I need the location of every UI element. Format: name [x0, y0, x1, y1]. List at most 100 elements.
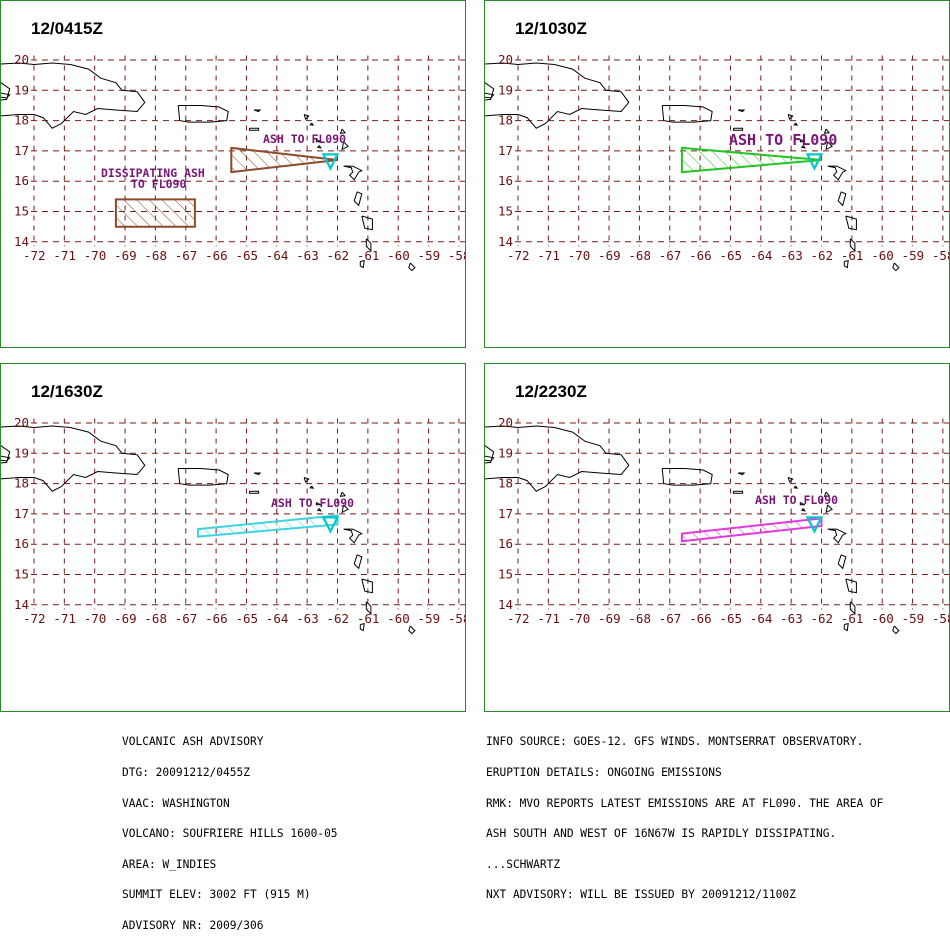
- lat-tick-label: 17: [14, 143, 29, 158]
- volcano-marker: [805, 516, 824, 534]
- lon-tick-label: -66: [689, 611, 712, 626]
- lon-tick-label: -60: [387, 248, 410, 263]
- coastline: [1, 62, 416, 272]
- advisory-line: DTG: 20091212/0455Z: [122, 766, 250, 779]
- lon-tick-label: -66: [205, 611, 228, 626]
- volcano-marker: [321, 516, 340, 534]
- lat-lon-grid: [514, 55, 949, 247]
- lon-tick-label: -67: [175, 611, 198, 626]
- lon-tick-label: -65: [719, 611, 742, 626]
- ash-label: TO FL090: [131, 177, 186, 191]
- lon-tick-label: -70: [84, 611, 107, 626]
- lat-tick-label: 19: [14, 82, 29, 97]
- lon-tick-label: -64: [750, 611, 773, 626]
- panel-title: 12/0415Z: [31, 19, 103, 38]
- lon-tick-label: -69: [114, 611, 137, 626]
- lon-tick-label: -72: [23, 248, 46, 263]
- lat-lon-grid: [514, 418, 949, 610]
- lat-tick-label: 15: [498, 204, 513, 219]
- lon-tick-label: -60: [387, 611, 410, 626]
- lat-tick-label: 16: [498, 173, 513, 188]
- advisory-line: ...SCHWARTZ: [486, 857, 561, 871]
- lon-tick-label: -68: [628, 611, 651, 626]
- lat-tick-label: 18: [498, 476, 513, 491]
- ash-area: [230, 146, 338, 174]
- lon-tick-label: -71: [537, 248, 560, 263]
- lon-tick-label: -72: [507, 611, 530, 626]
- lon-tick-label: -58: [932, 611, 949, 626]
- advisory-line: NXT ADVISORY: WILL BE ISSUED BY 20091212…: [486, 888, 796, 902]
- coastline: [485, 62, 900, 272]
- lon-tick-label: -58: [448, 611, 465, 626]
- lon-tick-label: -61: [841, 611, 864, 626]
- panel-title: 12/1630Z: [31, 382, 103, 401]
- lon-tick-label: -58: [932, 248, 949, 263]
- advisory-line: VOLCANO: SOUFRIERE HILLS 1600-05: [122, 827, 338, 841]
- panel-title: 12/2230Z: [515, 382, 587, 401]
- lon-tick-label: -61: [841, 248, 864, 263]
- ash-label: ASH TO FL090: [729, 131, 837, 149]
- lon-tick-label: -63: [780, 611, 803, 626]
- lat-tick-label: 15: [14, 204, 29, 219]
- lon-tick-label: -72: [23, 611, 46, 626]
- lon-tick-label: -68: [144, 611, 167, 626]
- ash-map: 20 19 18 17 16 15 14-72 -71 -70 -69 -68 -67 -66 -65 -6…: [485, 415, 949, 635]
- lon-tick-label: -59: [418, 611, 441, 626]
- ash-label: ASH TO FL090: [263, 132, 346, 146]
- lon-tick-label: -68: [628, 248, 651, 263]
- panel-title: 12/1030Z: [515, 19, 587, 38]
- lat-tick-label: 19: [498, 445, 513, 460]
- lon-tick-label: -59: [418, 248, 441, 263]
- lon-tick-label: -70: [84, 248, 107, 263]
- map-panel-2: 12/1030Z 20 19 18 17 16 15 14 -72 -71 -70 -69 -68 -6…: [484, 0, 950, 348]
- lat-tick-label: 20: [14, 52, 29, 67]
- lon-tick-label: -67: [659, 248, 682, 263]
- volcano-marker: [321, 153, 340, 171]
- lat-tick-label: 14: [14, 234, 29, 249]
- coastline: [485, 425, 900, 635]
- advisory-line: INFO SOURCE: GOES-12. GFS WINDS. MONTSER…: [486, 735, 864, 749]
- lon-tick-label: -66: [689, 248, 712, 263]
- lon-tick-label: -71: [53, 611, 76, 626]
- lon-tick-label: -58: [448, 248, 465, 263]
- lon-tick-label: -60: [871, 248, 894, 263]
- lat-tick-label: 20: [498, 52, 513, 67]
- lat-tick-label: 15: [14, 567, 29, 582]
- lat-tick-label: 16: [14, 173, 29, 188]
- ash-map: 20 19 18 17 16 15 14-72 -71 -70 -69 -68 -67 -66 -65 -6…: [1, 415, 465, 635]
- lat-lon-grid: [30, 418, 465, 610]
- lon-tick-label: -64: [266, 248, 289, 263]
- ash-area: [680, 517, 823, 543]
- lon-tick-label: -65: [235, 611, 258, 626]
- lat-tick-label: 18: [14, 476, 29, 491]
- ash-area: [196, 514, 339, 538]
- advisory-header: VOLCANIC ASH ADVISORY DTG: 20091212/0455…: [122, 717, 338, 941]
- lat-tick-label: 14: [14, 597, 29, 612]
- lon-tick-label: -64: [750, 248, 773, 263]
- lon-tick-label: -65: [235, 248, 258, 263]
- ash-area: [680, 146, 822, 174]
- advisory-line: ERUPTION DETAILS: ONGOING EMISSIONS: [486, 766, 722, 779]
- lon-tick-label: -60: [871, 611, 894, 626]
- advisory-line: VAAC: WASHINGTON: [122, 796, 230, 810]
- lon-tick-label: -69: [598, 248, 621, 263]
- ash-label: DISSIPATING ASH: [101, 166, 205, 180]
- ash-map: 20 19 18 17 16 15 14-72 -71 -70 -69 -68 -67 -66 -65 -6…: [485, 52, 949, 272]
- lat-tick-label: 19: [14, 445, 29, 460]
- lon-tick-label: -66: [205, 248, 228, 263]
- lat-tick-label: 17: [498, 143, 513, 158]
- ash-label: ASH TO FL090: [755, 493, 838, 507]
- lon-tick-label: -68: [144, 248, 167, 263]
- lon-tick-label: -64: [266, 611, 289, 626]
- map-panel-3: 12/1630Z 20 19 18 17 16 15 14 -72 -71 -70 -69 -68 -6…: [0, 363, 466, 712]
- map-panel-1: 12/0415Z 20 19 18 17 16 15 14 -72 -71 -70 -69 -68 -6…: [0, 0, 466, 348]
- lon-tick-label: -65: [719, 248, 742, 263]
- lat-tick-label: 20: [498, 415, 513, 430]
- ash-map: 20 19 18 17 16 15 14-72 -71 -70 -69 -68 -67 -66 -65 -6…: [1, 52, 465, 272]
- lon-tick-label: -70: [568, 611, 591, 626]
- lon-tick-label: -62: [811, 611, 834, 626]
- lat-tick-label: 14: [498, 597, 513, 612]
- lat-tick-label: 14: [498, 234, 513, 249]
- lon-tick-label: -67: [659, 611, 682, 626]
- lon-tick-label: -61: [357, 248, 380, 263]
